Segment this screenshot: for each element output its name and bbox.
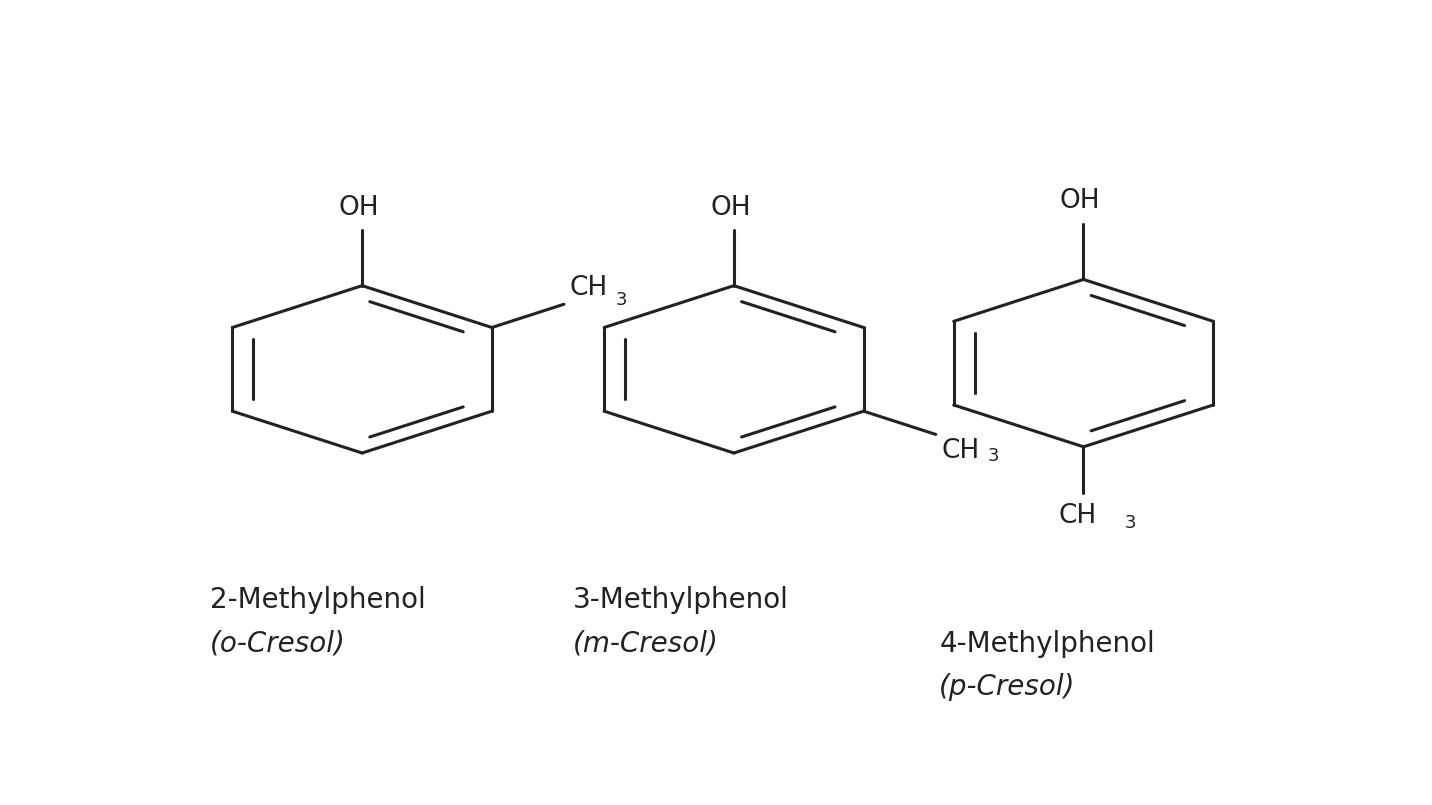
- Text: CH: CH: [941, 437, 979, 464]
- Text: OH: OH: [338, 195, 379, 221]
- Text: 2-Methylphenol: 2-Methylphenol: [211, 586, 425, 614]
- Text: 3-Methylphenol: 3-Methylphenol: [573, 586, 789, 614]
- Text: 3: 3: [988, 447, 1000, 464]
- Text: 3: 3: [1124, 514, 1136, 532]
- Text: OH: OH: [1060, 188, 1100, 214]
- Text: (p-Cresol): (p-Cresol): [939, 673, 1075, 701]
- Text: 3: 3: [616, 291, 627, 308]
- Text: CH: CH: [570, 275, 607, 301]
- Text: OH: OH: [710, 195, 750, 221]
- Text: 4-Methylphenol: 4-Methylphenol: [939, 630, 1156, 658]
- Text: CH: CH: [1058, 502, 1097, 529]
- Text: (m-Cresol): (m-Cresol): [573, 630, 719, 658]
- Text: (o-Cresol): (o-Cresol): [211, 630, 347, 658]
